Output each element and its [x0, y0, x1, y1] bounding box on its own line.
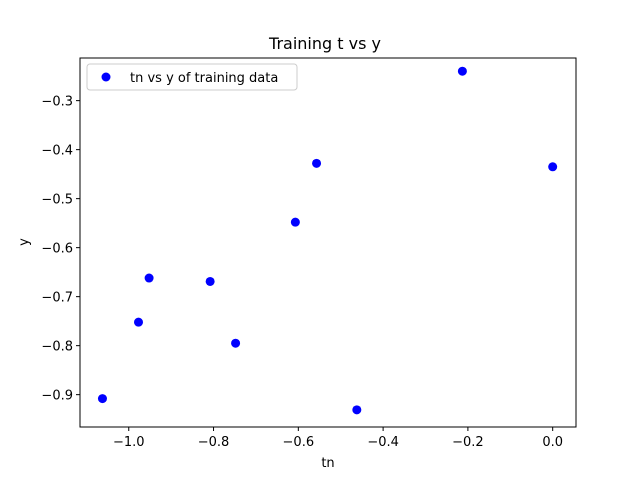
x-tick-label: −0.8: [198, 435, 230, 450]
plot-frame: [79, 57, 577, 428]
legend-marker: [101, 72, 111, 82]
y-axis-label: y: [17, 238, 32, 246]
y-tick-label: −0.5: [41, 193, 73, 208]
y-tick-label: −0.7: [41, 291, 73, 306]
y-tick-label: −0.6: [41, 242, 73, 257]
legend-frame: [86, 63, 298, 91]
data-point: [134, 317, 144, 327]
chart-title: Training t vs y: [268, 34, 381, 53]
x-tick-label: −0.4: [367, 435, 399, 450]
data-point: [144, 273, 154, 283]
y-axis: −0.3 −0.4 −0.5 −0.6 −0.7 −0.8 −0.9: [41, 95, 80, 404]
y-tick-label: −0.9: [41, 389, 73, 404]
y-tick-label: −0.3: [41, 95, 73, 110]
x-tick-label: −0.2: [452, 435, 484, 450]
plot-area: [79, 57, 577, 428]
data-point: [548, 162, 558, 172]
data-point: [290, 217, 300, 227]
data-point: [312, 158, 322, 168]
x-tick-label: 0.0: [542, 435, 563, 450]
data-point: [457, 66, 467, 76]
data-point: [205, 276, 215, 286]
data-point: [97, 394, 107, 404]
y-tick-label: −0.8: [41, 340, 73, 355]
y-tick-label: −0.4: [41, 144, 73, 159]
legend-label: tn vs y of training data: [130, 71, 278, 86]
x-tick-label: −0.6: [283, 435, 315, 450]
data-point: [352, 405, 362, 415]
data-point: [231, 338, 241, 348]
x-axis-label: tn: [321, 456, 334, 471]
x-axis: −1.0 −0.8 −0.6 −0.4 −0.2 0.0: [113, 427, 563, 450]
x-tick-label: −1.0: [113, 435, 145, 450]
legend: tn vs y of training data: [86, 63, 298, 91]
